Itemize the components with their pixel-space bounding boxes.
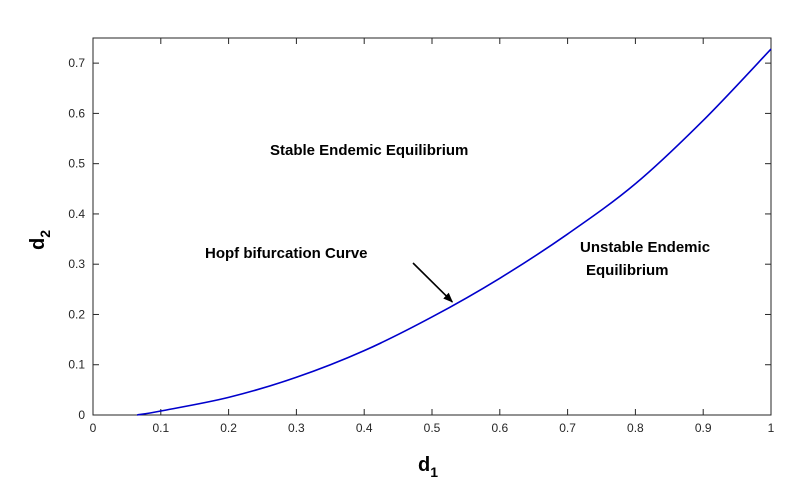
stable-region-label: Stable Endemic Equilibrium [270, 142, 468, 159]
y-tick-label: 0.1 [68, 358, 85, 372]
x-axis-label-subscript: 1 [430, 464, 438, 480]
x-tick-label: 0.1 [152, 421, 169, 435]
x-tick-label: 0.9 [695, 421, 712, 435]
axis-ticks [92, 38, 772, 416]
x-tick-label: 0.3 [288, 421, 305, 435]
x-tick-label: 0.4 [356, 421, 373, 435]
x-axis-label-main: d [418, 454, 430, 476]
x-tick-label: 0.8 [627, 421, 644, 435]
y-tick-label: 0.7 [68, 56, 85, 70]
y-tick-label: 0.6 [68, 106, 85, 120]
axis-tick-labels: 0 0.1 0.2 0.3 0.4 0.5 0.6 0.7 0.8 0.9 1 0 0.1 0.2 0.3 0… [68, 56, 774, 435]
y-axis-label: d2 [27, 230, 53, 250]
x-tick-label: 0.6 [491, 421, 508, 435]
y-tick-label: 0.5 [68, 157, 85, 171]
x-tick-label: 0.2 [220, 421, 237, 435]
y-axis-label-subscript: 2 [37, 230, 53, 238]
x-tick-label: 0.5 [424, 421, 441, 435]
y-tick-label: 0.2 [68, 307, 85, 321]
hopf-bifurcation-curve [136, 48, 772, 416]
hopf-curve-arrow [412, 262, 454, 303]
unstable-region-label-line1: Unstable Endemic [580, 239, 710, 256]
x-tick-label: 1 [768, 421, 775, 435]
plot-frame [92, 37, 772, 416]
y-tick-label: 0.4 [68, 207, 85, 221]
y-axis-label-main: d [27, 238, 49, 250]
hopf-curve-label: Hopf bifurcation Curve [205, 245, 368, 262]
x-axis-label: d1 [418, 454, 438, 480]
x-tick-label: 0.7 [559, 421, 576, 435]
x-tick-label: 0 [90, 421, 97, 435]
y-tick-label: 0.3 [68, 257, 85, 271]
y-tick-label: 0 [78, 408, 85, 422]
unstable-region-label-line2: Equilibrium [586, 262, 669, 279]
